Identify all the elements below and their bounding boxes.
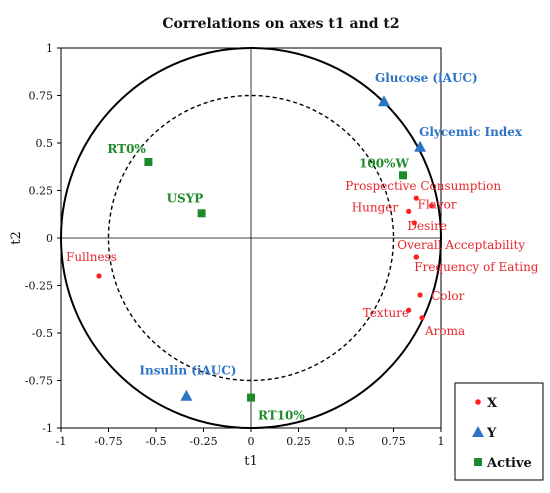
y-tick-label: -0.5 — [32, 327, 53, 340]
x-tick-label: 0.5 — [337, 435, 355, 448]
x-tick-label: 0.25 — [286, 435, 311, 448]
x-tick-label: 0.75 — [381, 435, 406, 448]
y-tick-label: -0.75 — [25, 375, 53, 388]
legend-marker-square — [474, 458, 482, 466]
y-tick-label: 0.25 — [29, 185, 54, 198]
point-label: Glucose (iAUC) — [375, 71, 478, 85]
legend: XY Active — [454, 382, 544, 481]
point-x — [413, 195, 419, 201]
point-y — [414, 140, 427, 152]
point-x — [413, 254, 419, 260]
point-label: Overall Acceptability — [397, 238, 525, 252]
point-y — [180, 389, 193, 401]
x-tick-label: -0.5 — [145, 435, 166, 448]
point-active — [247, 393, 255, 402]
point-label: Flavor — [418, 198, 457, 212]
point-active — [197, 209, 206, 218]
point-label: 100%W — [359, 156, 409, 170]
point-y — [378, 95, 390, 107]
legend-marker-circle — [475, 399, 481, 405]
x-tick-label: -0.75 — [94, 435, 122, 448]
y-tick-label: 0 — [46, 232, 53, 245]
point-label: RT0% — [107, 142, 146, 156]
y-tick-label: 1 — [46, 42, 53, 55]
legend-label: Active — [486, 456, 532, 471]
data-points: Fullness Prospective Consumption Flavor Hun… — [66, 71, 539, 422]
point-x — [96, 273, 102, 279]
point-label: Fullness — [66, 250, 117, 264]
y-tick-label: -1 — [42, 422, 53, 435]
legend-marker-triangle — [472, 426, 484, 437]
legend-box — [454, 382, 544, 481]
y-ticks: 1 0.75 0.5 0.25 0 -0.25 -0.5 -0.75 -1 — [25, 42, 61, 435]
point-x — [417, 292, 423, 298]
point-label: RT10% — [258, 409, 305, 423]
y-tick-label: 0.5 — [36, 137, 54, 150]
inner-circle — [107, 94, 395, 382]
point-label: Color — [431, 289, 464, 303]
legend-label: X — [487, 396, 498, 411]
point-label: Insulin (iAUC) — [139, 364, 236, 378]
y-tick-label: 0.75 — [29, 90, 54, 103]
x-tick-label: 1 — [438, 435, 445, 448]
y-tick-label: -0.25 — [25, 280, 53, 293]
point-active — [144, 158, 153, 166]
y-axis-title: t2 — [9, 231, 24, 245]
point-label: Frequency of Eating — [414, 260, 539, 274]
point-label: Desire — [407, 219, 447, 233]
x-tick-label: -1 — [56, 435, 67, 448]
x-ticks: -1 -0.75 -0.5 -0.25 0 0.25 0.5 0.75 1 — [56, 428, 445, 448]
point-x — [428, 203, 435, 209]
point-x — [406, 307, 412, 313]
point-active — [399, 171, 407, 180]
point-label: Glycemic Index — [419, 125, 523, 139]
point-label: Prospective Consumption — [345, 179, 501, 193]
x-tick-label: 0 — [248, 435, 255, 448]
point-label: Aroma — [424, 324, 465, 338]
x-tick-label: -0.25 — [189, 435, 217, 448]
point-label: USYP — [167, 191, 204, 205]
point-label: Hunger — [352, 200, 399, 214]
point-label: Texture — [363, 306, 409, 320]
x-axis-title: t1 — [244, 454, 258, 469]
point-x — [406, 208, 412, 214]
chart-title: Correlations on axes t1 and t2 — [162, 16, 399, 32]
point-x — [411, 220, 417, 226]
point-x — [419, 315, 425, 321]
legend-label: Y — [486, 426, 497, 441]
